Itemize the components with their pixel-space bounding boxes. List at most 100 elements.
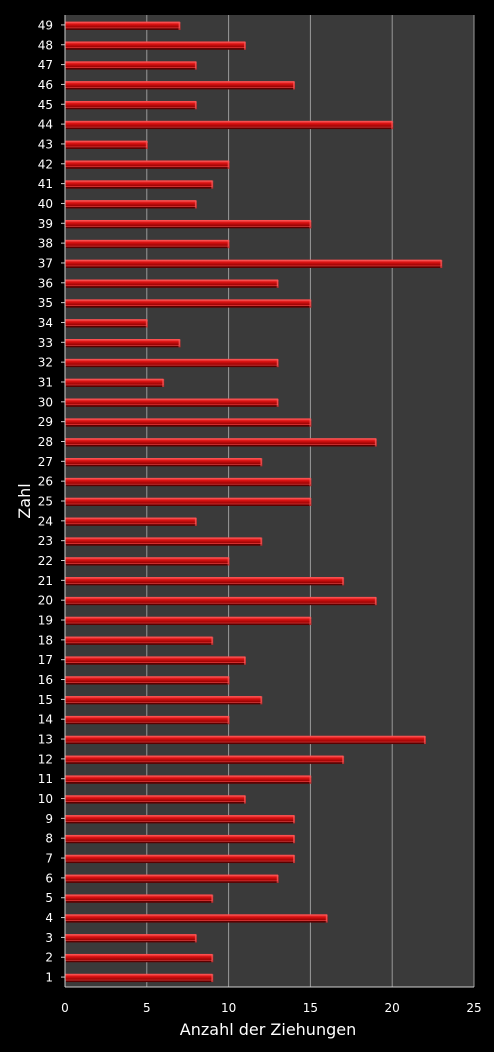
x-tick-label: 5: [143, 1001, 151, 1015]
bar-cap: [227, 240, 230, 249]
bar: [64, 934, 197, 941]
bar-cap: [309, 478, 312, 487]
bar: [64, 656, 246, 663]
bar-cap: [293, 81, 296, 90]
y-tick-label: 7: [45, 852, 53, 866]
bar-cap: [194, 101, 197, 110]
bar-cap: [194, 934, 197, 943]
y-tick-label: 20: [38, 594, 53, 608]
y-tick-label: 22: [38, 554, 53, 568]
y-tick-label: 40: [38, 197, 53, 211]
bar: [64, 953, 213, 961]
bar: [64, 497, 311, 505]
bar-cap: [211, 894, 214, 903]
bar: [64, 120, 393, 128]
bar-cap: [325, 914, 328, 923]
y-tick-label: 17: [38, 653, 53, 667]
y-tick-label: 27: [38, 455, 53, 469]
bar: [64, 200, 197, 207]
x-tick-label: 0: [61, 1001, 69, 1015]
y-tick-label: 12: [38, 752, 53, 766]
bar-cap: [293, 855, 296, 864]
bar-cap: [211, 954, 214, 963]
y-tick-label: 10: [38, 792, 53, 806]
y-tick-label: 49: [38, 18, 53, 32]
bar: [64, 219, 311, 227]
bar-cap: [194, 200, 197, 209]
bar: [64, 180, 213, 187]
bar-cap: [309, 498, 312, 506]
bar-cap: [227, 160, 230, 169]
y-axis-title: Zahl: [15, 483, 34, 518]
bar: [64, 259, 442, 267]
y-tick-label: 11: [38, 772, 53, 786]
bar: [64, 676, 229, 683]
y-tick-label: 24: [38, 514, 53, 528]
y-tick-label: 29: [38, 415, 53, 429]
bar-cap: [276, 359, 279, 368]
bar-cap: [243, 795, 246, 804]
y-tick-label: 31: [38, 375, 53, 389]
y-tick-label: 43: [38, 137, 53, 151]
x-axis-title: Anzahl der Ziehungen: [180, 1020, 356, 1039]
bar: [64, 557, 229, 564]
bar-cap: [374, 438, 377, 447]
x-tick-label: 15: [303, 1001, 318, 1015]
bar: [64, 239, 229, 247]
bar-cap: [162, 378, 165, 387]
x-tick-label: 10: [221, 1001, 236, 1015]
bar-cap: [243, 656, 246, 665]
bar: [64, 81, 295, 88]
bar: [64, 854, 295, 862]
bar: [64, 596, 377, 604]
bar-cap: [227, 557, 230, 566]
y-tick-label: 18: [38, 633, 53, 647]
bar: [64, 537, 262, 544]
y-tick-label: 8: [45, 832, 53, 846]
y-tick-label: 45: [38, 98, 53, 112]
y-tick-label: 41: [38, 177, 53, 191]
bar-cap: [276, 279, 279, 288]
bar-cap: [309, 775, 312, 784]
bar-cap: [211, 636, 214, 645]
bar: [64, 517, 197, 525]
bar-cap: [178, 339, 181, 348]
bar-cap: [309, 299, 312, 308]
y-tick-label: 25: [38, 495, 53, 509]
bar: [64, 775, 311, 783]
y-tick-label: 28: [38, 435, 53, 449]
bar: [64, 458, 262, 465]
bar-cap: [194, 517, 197, 526]
bar: [64, 319, 148, 326]
x-tick-label: 25: [466, 1001, 481, 1015]
y-tick-label: 4: [45, 911, 53, 925]
y-tick-label: 30: [38, 395, 53, 409]
bar-cap: [423, 736, 426, 745]
bar-cap: [211, 974, 214, 983]
y-tick-label: 6: [45, 871, 53, 885]
bar: [64, 477, 311, 485]
bar: [64, 140, 148, 148]
bar-cap: [260, 696, 263, 705]
bar-cap: [293, 815, 296, 824]
y-tick-label: 44: [38, 118, 53, 132]
bar-cap: [276, 874, 279, 883]
bar-cap: [227, 676, 230, 685]
bar: [64, 577, 344, 584]
y-tick-label: 2: [45, 951, 53, 965]
bar: [64, 616, 311, 624]
bar-cap: [309, 418, 312, 427]
bar-cap: [374, 597, 377, 606]
bar: [64, 378, 164, 386]
y-tick-label: 48: [38, 38, 53, 52]
bar-cap: [145, 319, 148, 328]
bar: [64, 160, 229, 168]
bar: [64, 735, 426, 743]
y-tick-label: 26: [38, 475, 53, 489]
bar: [64, 438, 377, 445]
y-tick-label: 13: [38, 733, 53, 747]
bar-cap: [211, 180, 214, 189]
bar-cap: [194, 61, 197, 70]
bar: [64, 834, 295, 842]
